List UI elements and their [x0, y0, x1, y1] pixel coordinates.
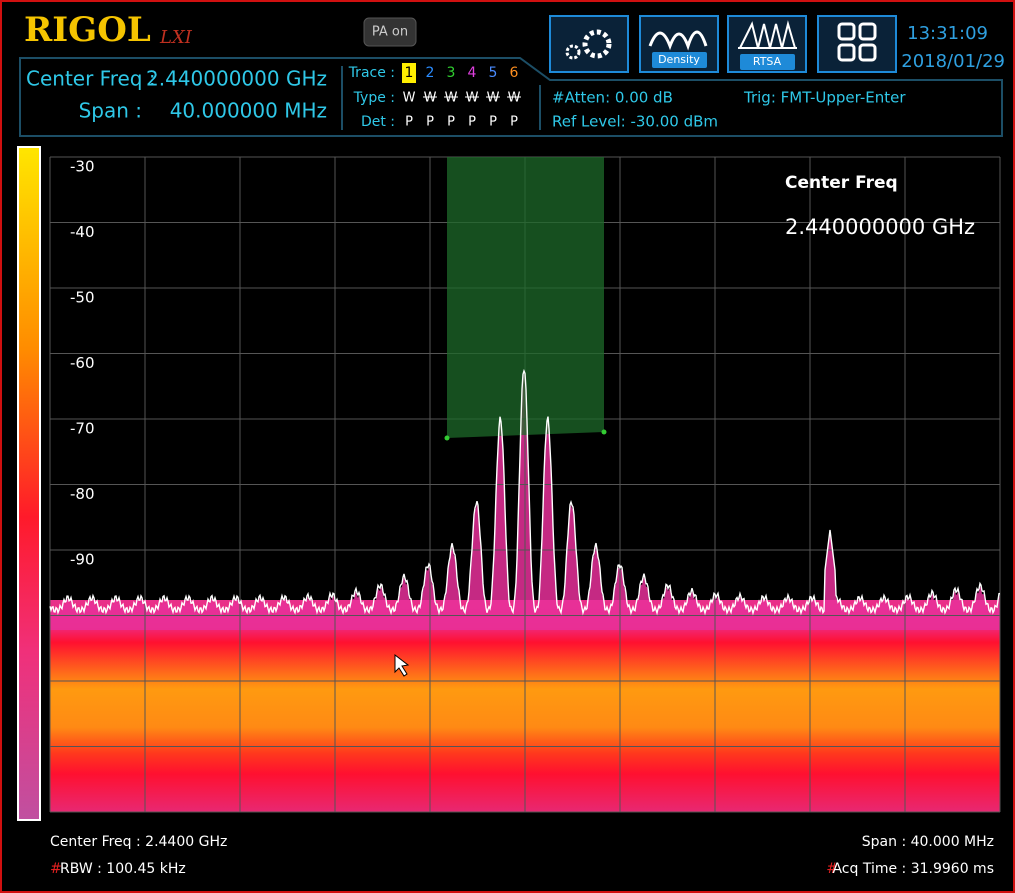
trace-det: P [489, 115, 497, 130]
span-value: 40.000000 MHz [170, 99, 327, 123]
trace-type: W [508, 91, 521, 106]
acq-flag: # [826, 861, 838, 877]
density-icon [648, 30, 708, 51]
trace-label: Trace : [348, 65, 395, 81]
clock-date: 2018/01/29 [901, 51, 1005, 72]
trace-type: W [424, 91, 437, 106]
trace-active [402, 63, 416, 83]
pa-button[interactable] [363, 17, 417, 47]
lxi-logo: LXI [159, 27, 193, 48]
span-label: Span : [79, 99, 142, 123]
center-freq-value: 2.440000000 GHz [146, 67, 327, 91]
atten: #Atten: 0.00 dB [552, 89, 673, 107]
toolbar: Density RTSA [549, 15, 897, 73]
y-label: -80 [70, 485, 95, 503]
settings-button[interactable] [549, 15, 629, 73]
clock-time: 13:31:09 [907, 23, 988, 44]
trigger: Trig: FMT-Upper-Enter [743, 89, 906, 107]
y-labels: -30 -40 -50 -60 -70 -80 -90 [70, 158, 95, 569]
trace-number: 6 [510, 65, 519, 81]
type-label: Type : [353, 90, 395, 106]
rtsa-tag [740, 54, 795, 70]
marker-title: Center Freq [785, 173, 898, 193]
density-tag [652, 52, 707, 68]
y-label: -30 [70, 158, 95, 176]
ref-level: Ref Level: -30.00 dBm [552, 113, 718, 131]
trace-type: W [487, 91, 500, 106]
rbw-flag: # [50, 861, 62, 877]
mouse-cursor [394, 653, 410, 677]
gear-icon [565, 44, 581, 60]
trace-det: P [405, 115, 413, 130]
footer-rbw: RBW : 100.45 kHz [60, 861, 186, 877]
menu-button[interactable] [817, 15, 897, 73]
y-label: -60 [70, 354, 95, 372]
trace-line [49, 368, 1001, 616]
y-label: -40 [70, 223, 95, 241]
trace-det: P [426, 115, 434, 130]
y-label: -50 [70, 289, 95, 307]
trace-number: 3 [447, 65, 456, 81]
color-bar [17, 146, 41, 821]
y-label: -70 [70, 420, 95, 438]
trace-det: P [447, 115, 455, 130]
trace-number: 4 [468, 65, 477, 81]
trace-type: W [466, 91, 479, 106]
footer-span: Span : 40.000 MHz [862, 834, 994, 850]
freq-window [447, 157, 604, 438]
trace-det: P [510, 115, 518, 130]
trace-number: 1 [405, 65, 414, 81]
rtsa-icon [738, 20, 797, 49]
y-label: -90 [70, 551, 95, 569]
window-handle[interactable] [444, 435, 450, 441]
logo: RIGOL [24, 10, 151, 50]
window-handle[interactable] [601, 429, 607, 435]
trace-number: 5 [489, 65, 498, 81]
trace-type: W [445, 91, 458, 106]
density-label: Density [658, 53, 700, 66]
trace-number: 2 [426, 65, 435, 81]
trace-type: W [403, 91, 416, 106]
center-freq-label: Center Freq : [26, 67, 156, 91]
grid [49, 156, 1001, 813]
det-label: Det : [361, 114, 395, 130]
trace-det: P [468, 115, 476, 130]
grid-icon [837, 22, 877, 62]
footer-acq: Acq Time : 31.9960 ms [832, 861, 994, 877]
rtsa-label: RTSA [753, 55, 782, 68]
gear-icon [582, 29, 612, 59]
pa-label: PA on [372, 25, 408, 40]
marker-value: 2.440000000 GHz [785, 215, 975, 239]
footer-center: Center Freq : 2.4400 GHz [50, 834, 227, 850]
